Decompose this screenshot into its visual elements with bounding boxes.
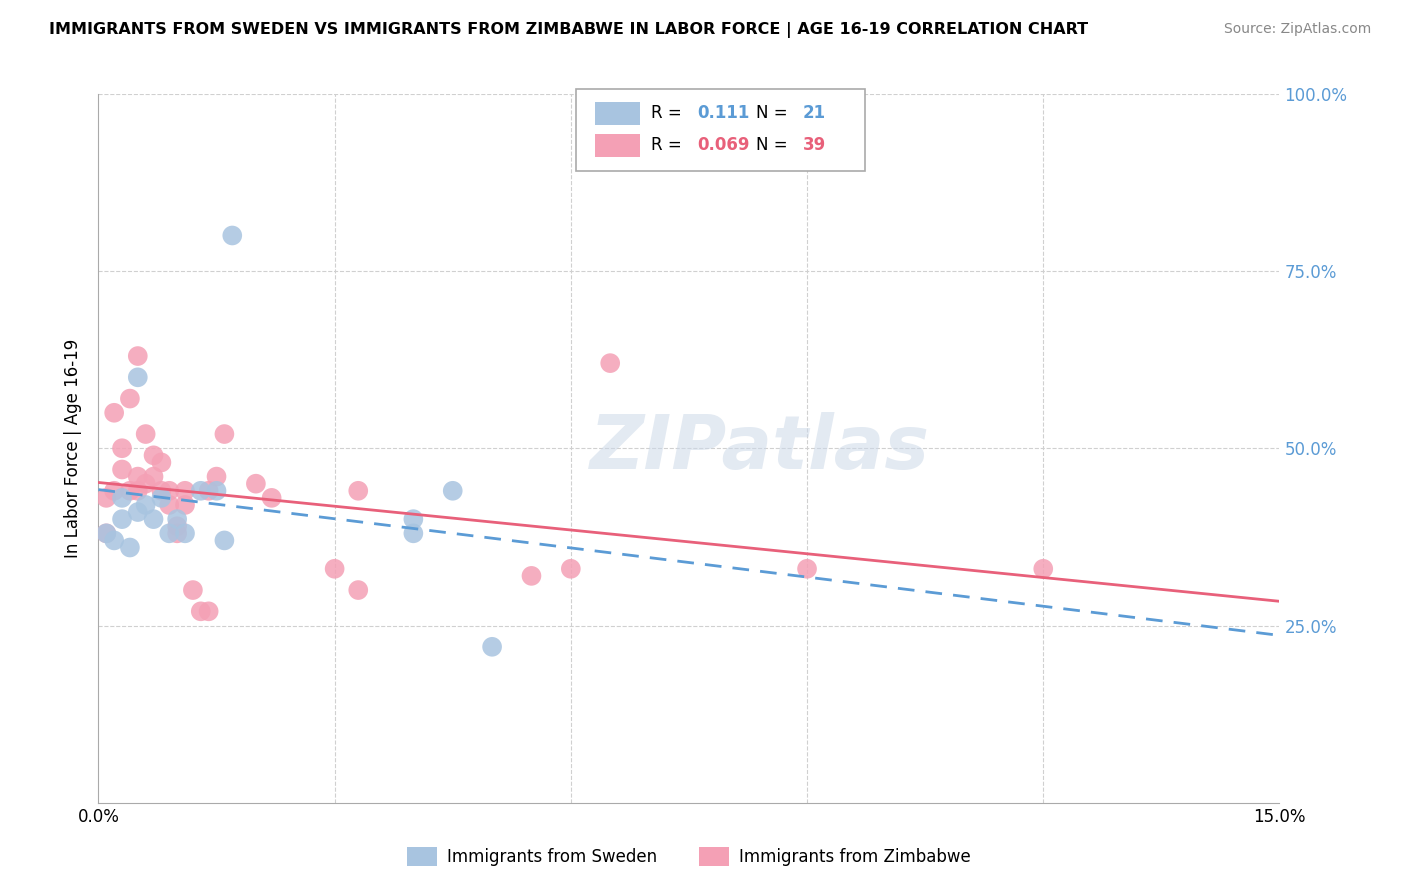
Point (142, 512, 165, 526)
Point (214, 533, 236, 548)
Point (157, 498, 180, 512)
Text: Source: ZipAtlas.com: Source: ZipAtlas.com (1223, 22, 1371, 37)
Point (205, 469, 228, 483)
Point (103, 533, 125, 548)
Point (118, 392, 141, 406)
Point (166, 512, 188, 526)
Point (142, 469, 165, 483)
Point (1032, 562, 1054, 576)
Point (190, 604, 212, 618)
Point (96, 491, 118, 505)
Text: R =: R = (651, 136, 688, 154)
Point (796, 562, 818, 576)
Point (96, 526, 118, 541)
Point (190, 483, 212, 498)
Point (205, 483, 228, 498)
Point (166, 519, 188, 533)
Point (127, 505, 149, 519)
Point (599, 356, 621, 370)
Point (96, 526, 118, 541)
Point (181, 583, 204, 598)
Point (103, 406, 125, 420)
Point (103, 483, 125, 498)
Point (347, 583, 370, 598)
Point (150, 483, 173, 498)
Point (560, 562, 582, 576)
Text: 0.069: 0.069 (697, 136, 749, 154)
Point (157, 483, 180, 498)
Point (150, 491, 173, 505)
Point (323, 562, 346, 576)
Point (157, 526, 180, 541)
Text: N =: N = (756, 136, 793, 154)
Point (150, 455, 173, 469)
Text: 21: 21 (803, 104, 825, 122)
Point (135, 427, 157, 442)
Point (135, 476, 157, 491)
Point (118, 541, 141, 555)
Point (111, 441, 134, 455)
Point (481, 640, 503, 654)
Point (520, 569, 543, 583)
Text: ZIPatlas: ZIPatlas (589, 412, 929, 484)
Text: R =: R = (651, 104, 688, 122)
Point (347, 483, 370, 498)
Point (135, 498, 157, 512)
Y-axis label: In Labor Force | Age 16-19: In Labor Force | Age 16-19 (65, 339, 83, 558)
Text: 0.111: 0.111 (697, 104, 749, 122)
Point (127, 469, 149, 483)
Point (111, 512, 134, 526)
Point (118, 483, 141, 498)
Point (174, 526, 197, 541)
Legend: Immigrants from Sweden, Immigrants from Zimbabwe: Immigrants from Sweden, Immigrants from … (401, 840, 977, 872)
Point (221, 228, 243, 243)
Point (127, 483, 149, 498)
Point (111, 491, 134, 505)
Point (111, 462, 134, 476)
Text: 39: 39 (803, 136, 827, 154)
Text: N =: N = (756, 104, 793, 122)
Point (142, 448, 165, 462)
Point (214, 427, 236, 442)
Point (127, 349, 149, 363)
Point (174, 483, 197, 498)
Point (197, 483, 219, 498)
Text: IMMIGRANTS FROM SWEDEN VS IMMIGRANTS FROM ZIMBABWE IN LABOR FORCE | AGE 16-19 CO: IMMIGRANTS FROM SWEDEN VS IMMIGRANTS FRO… (49, 22, 1088, 38)
Point (402, 526, 425, 541)
Point (402, 512, 425, 526)
Point (260, 491, 283, 505)
Point (127, 370, 149, 384)
Point (441, 483, 464, 498)
Point (197, 604, 219, 618)
Point (174, 498, 197, 512)
Point (166, 526, 188, 541)
Point (245, 476, 267, 491)
